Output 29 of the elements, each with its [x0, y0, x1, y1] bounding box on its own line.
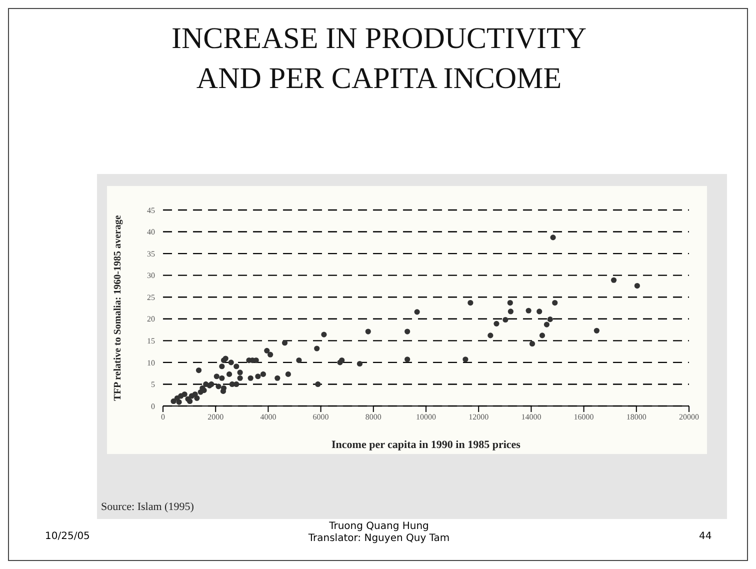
x-tick-label: 2000 — [208, 412, 224, 422]
x-tick-label: 12000 — [468, 412, 489, 422]
x-tick-label: 14000 — [521, 412, 542, 422]
text: Translator: Nguyen Quy Tam — [307, 533, 451, 545]
y-tick-label: 30 — [147, 271, 155, 280]
source-note: Source: Islam (1995) — [101, 501, 194, 513]
x-tick-label: 8000 — [365, 412, 382, 422]
y-tick-label: 10 — [147, 358, 155, 368]
x-tick-label: 4000 — [260, 412, 276, 422]
text: 10/25/05 — [45, 531, 90, 542]
text: Truong Quang Hung — [328, 521, 430, 533]
y-tick-label: 0 — [151, 402, 155, 411]
chart-title: INCREASE IN PRODUCTIVITY AND PER CAPITA INCOME — [170, 21, 588, 97]
y-tick-label: 40 — [147, 228, 155, 237]
x-tick-label: 0 — [161, 412, 165, 422]
x-tick-label: 18000 — [626, 412, 646, 422]
y-tick-label: 20 — [147, 314, 155, 324]
x-axis-title: Income per capita in 1990 in 1985 prices — [332, 438, 522, 451]
y-tick-label: 25 — [147, 292, 155, 302]
y-tick-label: 35 — [147, 249, 155, 258]
x-tick-label: 10000 — [416, 412, 436, 422]
y-tick-label: 5 — [151, 380, 155, 390]
text: 44 — [699, 531, 712, 542]
y-axis-title: TFP relative to Somalia: 1960-1985 average — [112, 214, 124, 401]
y-tick-label: 15 — [147, 336, 155, 346]
x-tick-label: 20000 — [679, 412, 699, 422]
x-tick-label: 6000 — [312, 412, 329, 422]
y-tick-label: 45 — [147, 206, 155, 215]
x-tick-label: 16000 — [574, 412, 594, 422]
